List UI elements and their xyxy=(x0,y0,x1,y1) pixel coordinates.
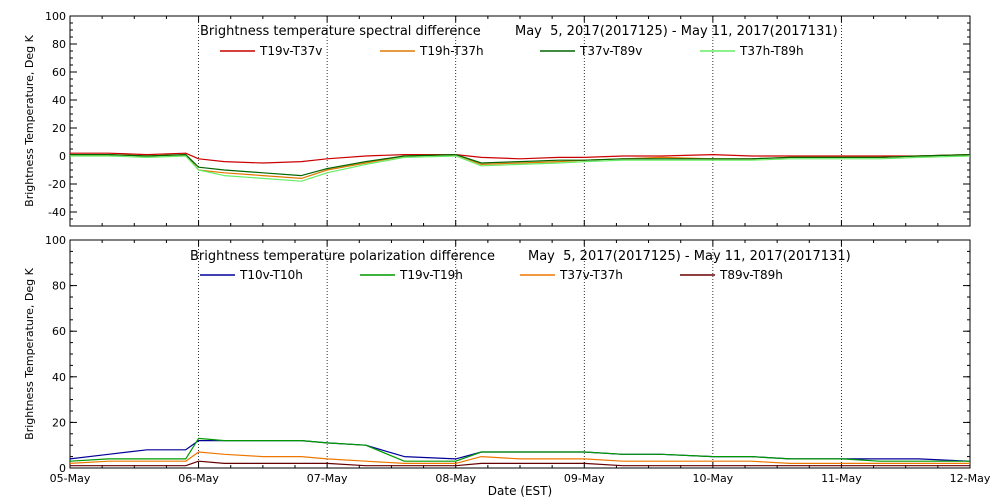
x-tick-label-11-may: 11-May xyxy=(821,472,862,485)
x-tick-label-07-may: 07-May xyxy=(307,472,348,485)
day-gridlines xyxy=(198,240,842,468)
y-tick-label-40: 40 xyxy=(52,371,66,384)
y-tick-label-40: 40 xyxy=(52,94,66,107)
chart-date-range: May 5, 2017(2017125) - May 11, 2017(2017… xyxy=(528,249,851,264)
y-axis-label: Brightness Temperature, Deg K xyxy=(23,267,36,439)
x-tick-label-09-may: 09-May xyxy=(564,472,605,485)
axis-ticks: 05-May 06-May 07-May 08-May 09-May 10-May 11-M… xyxy=(45,234,991,485)
y-tick-label-20: 20 xyxy=(52,416,66,429)
data-series xyxy=(69,437,971,467)
legend-label-t19v-t37v: T19v-T37v xyxy=(259,44,322,58)
legend-label-t37v-t89v: T37v-T89v xyxy=(579,44,642,58)
polarization-difference-panel: 05-May 06-May 07-May 08-May 09-May 10-May 11-M… xyxy=(23,234,991,498)
legend: T19v-T37v T19h-T37h T37v-T89v T37h-T89h xyxy=(220,44,804,58)
y-tick-label-100: 100 xyxy=(45,10,66,23)
y-tick-label--40: -40 xyxy=(48,206,66,219)
x-tick-label-10-may: 10-May xyxy=(692,472,733,485)
series-line-t37v-t37h xyxy=(69,451,970,464)
legend-label-t37h-t89h: T37h-T89h xyxy=(739,44,804,58)
y-tick-label-80: 80 xyxy=(52,280,66,293)
data-series xyxy=(70,152,971,182)
y-tick-label-60: 60 xyxy=(52,325,66,338)
y-tick-label--20: -20 xyxy=(48,178,66,191)
y-tick-label-100: 100 xyxy=(45,234,66,247)
series-line-t19h-t37h xyxy=(70,154,971,179)
series-line-t19v-t19h xyxy=(69,437,970,462)
y-axis-label: Brightness Temperature, Deg K xyxy=(23,34,36,206)
series-line-t37h-t89h xyxy=(70,155,971,182)
series-line-t19v-t37v xyxy=(70,152,971,164)
axis-ticks: -40 -20 0 20 40 60 80 100 xyxy=(45,10,971,227)
x-tick-label-12-may: 12-May xyxy=(950,472,991,485)
x-axis-label: Date (EST) xyxy=(488,484,552,498)
y-tick-label-20: 20 xyxy=(52,122,66,135)
legend-label-t19h-t37h: T19h-T37h xyxy=(419,44,484,58)
series-line-t89v-t89h xyxy=(70,460,970,467)
legend-label-t10v-t10h: T10v-T10h xyxy=(239,268,303,282)
plot-frame xyxy=(69,239,971,469)
legend: T10v-T10h T19v-T19h T37v-T37h T89v-T89h xyxy=(200,268,783,282)
x-tick-label-05-may: 05-May xyxy=(50,472,91,485)
x-tick-label-06-may: 06-May xyxy=(178,472,219,485)
legend-label-t37v-t37h: T37v-T37h xyxy=(559,268,623,282)
series-line-t10v-t10h xyxy=(69,440,971,462)
y-tick-label-80: 80 xyxy=(52,38,66,51)
day-gridlines xyxy=(198,16,842,226)
chart-title: Brightness temperature spectral differen… xyxy=(200,24,481,39)
chart-date-range: May 5, 2017(2017125) - May 11, 2017(2017… xyxy=(515,24,838,39)
x-tick-label-08-may: 08-May xyxy=(435,472,476,485)
chart-title: Brightness temperature polarization diff… xyxy=(190,249,495,264)
series-line-t37v-t89v xyxy=(70,154,971,177)
y-tick-label-0: 0 xyxy=(59,150,66,163)
y-tick-label-0: 0 xyxy=(59,462,66,475)
spectral-difference-panel: -40 -20 0 20 40 60 80 100 Brightness temperatur… xyxy=(23,10,971,227)
legend-label-t19v-t19h: T19v-T19h xyxy=(399,268,463,282)
plot-frame xyxy=(69,15,971,227)
y-tick-label-60: 60 xyxy=(52,66,66,79)
legend-label-t89v-t89h: T89v-T89h xyxy=(719,268,783,282)
